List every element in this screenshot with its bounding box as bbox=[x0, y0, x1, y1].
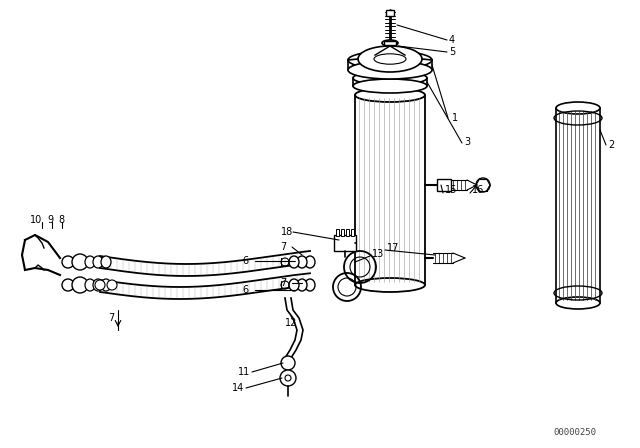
Text: 1: 1 bbox=[452, 113, 458, 123]
Text: 6: 6 bbox=[242, 285, 248, 295]
Text: 17: 17 bbox=[387, 243, 399, 253]
Circle shape bbox=[280, 370, 296, 386]
Ellipse shape bbox=[348, 51, 432, 69]
Ellipse shape bbox=[556, 297, 600, 309]
Text: 9: 9 bbox=[47, 215, 53, 225]
Circle shape bbox=[281, 356, 295, 370]
Ellipse shape bbox=[107, 280, 117, 290]
Ellipse shape bbox=[297, 279, 307, 291]
Ellipse shape bbox=[355, 88, 425, 102]
Ellipse shape bbox=[358, 46, 422, 72]
Ellipse shape bbox=[353, 79, 427, 93]
Ellipse shape bbox=[85, 279, 95, 291]
Circle shape bbox=[72, 277, 88, 293]
Ellipse shape bbox=[355, 278, 425, 292]
Text: 6: 6 bbox=[242, 256, 248, 266]
Ellipse shape bbox=[93, 279, 103, 291]
Ellipse shape bbox=[85, 256, 95, 268]
Bar bbox=[437, 179, 451, 191]
Circle shape bbox=[285, 375, 291, 381]
Text: 7: 7 bbox=[280, 278, 286, 288]
Bar bbox=[351, 229, 354, 236]
Bar bbox=[336, 229, 339, 236]
Circle shape bbox=[62, 279, 74, 291]
Ellipse shape bbox=[289, 256, 299, 268]
Ellipse shape bbox=[297, 256, 307, 268]
Ellipse shape bbox=[556, 102, 600, 114]
Ellipse shape bbox=[305, 279, 315, 291]
Ellipse shape bbox=[305, 256, 315, 268]
Text: 8: 8 bbox=[58, 215, 64, 225]
Ellipse shape bbox=[95, 280, 105, 290]
Text: 5: 5 bbox=[449, 47, 455, 57]
Bar bbox=[386, 10, 394, 16]
Ellipse shape bbox=[93, 256, 103, 268]
Text: 10: 10 bbox=[30, 215, 42, 225]
Text: 4: 4 bbox=[449, 35, 455, 45]
Text: 7: 7 bbox=[280, 242, 286, 252]
Circle shape bbox=[72, 254, 88, 270]
Text: 18: 18 bbox=[281, 227, 293, 237]
Text: 15: 15 bbox=[445, 185, 458, 195]
Text: 3: 3 bbox=[464, 137, 470, 147]
Text: 7: 7 bbox=[108, 313, 115, 323]
Ellipse shape bbox=[101, 256, 111, 268]
Ellipse shape bbox=[348, 61, 432, 79]
Circle shape bbox=[62, 256, 74, 268]
Ellipse shape bbox=[382, 40, 398, 46]
Bar bbox=[384, 41, 396, 45]
Text: 13: 13 bbox=[372, 249, 384, 259]
Text: 16: 16 bbox=[472, 185, 484, 195]
Text: 00000250: 00000250 bbox=[554, 427, 596, 436]
Text: 2: 2 bbox=[608, 140, 614, 150]
Ellipse shape bbox=[289, 279, 299, 291]
Ellipse shape bbox=[353, 71, 427, 85]
Text: 12: 12 bbox=[285, 318, 298, 328]
Bar bbox=[346, 229, 349, 236]
Text: 11: 11 bbox=[238, 367, 250, 377]
Bar bbox=[341, 229, 344, 236]
Text: 14: 14 bbox=[232, 383, 244, 393]
Bar bbox=[334, 235, 356, 251]
Ellipse shape bbox=[101, 279, 111, 291]
